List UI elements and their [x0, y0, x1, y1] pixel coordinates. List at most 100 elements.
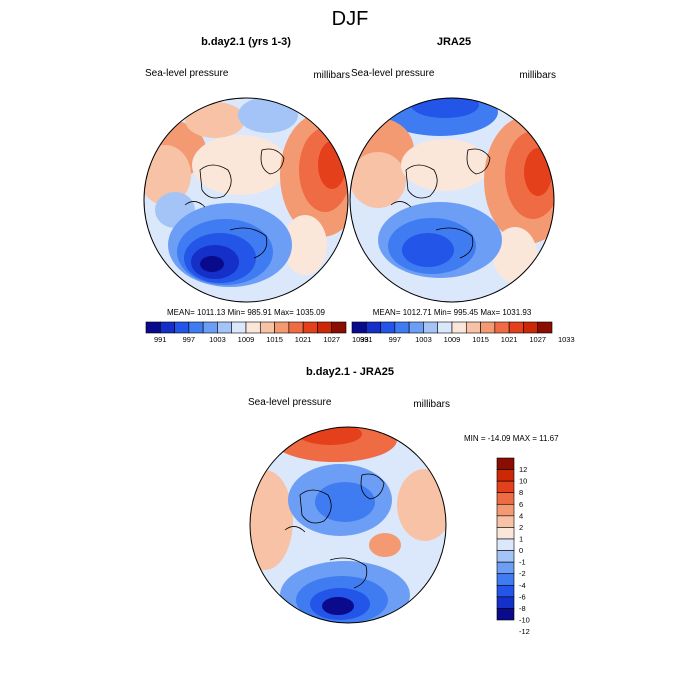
colorbar-tick-label: 1027 [529, 335, 546, 344]
panel1-left-label: Sea-level pressure [145, 68, 229, 79]
map-difference [249, 426, 447, 624]
colorbar-swatch [465, 321, 481, 334]
colorbar-swatch [351, 321, 367, 334]
colorbar-tick-label: -6 [519, 592, 526, 601]
map-difference-coastlines [284, 473, 385, 589]
panel1-title: b.day2.1 (yrs 1-3) [201, 36, 291, 48]
colorbar-tick-label: 991 [360, 335, 373, 344]
colorbar-swatch [496, 561, 515, 575]
map-difference-border [249, 426, 447, 624]
panel2-title: JRA25 [436, 36, 472, 48]
colorbar-swatch [302, 321, 318, 334]
colorbar-swatch [496, 457, 515, 470]
colorbar-swatch [174, 321, 190, 334]
panel1-stats: MEAN= 1011.13 Min= 985.91 Max= 1035.09 [167, 308, 325, 317]
colorbar-swatch [365, 321, 381, 334]
colorbar-tick-label: 1003 [209, 335, 226, 344]
panel2-stats: MEAN= 1012.71 Min= 995.45 Max= 1031.93 [372, 308, 532, 317]
colorbar-swatch [145, 321, 161, 334]
colorbar-tick-label: 1009 [238, 335, 255, 344]
colorbar-tick-label: 4 [519, 511, 523, 520]
colorbar-swatch [394, 321, 410, 334]
colorbar-tick-label: 1033 [558, 335, 575, 344]
colorbar-swatch [496, 596, 515, 609]
colorbar-model: 991 997 1003 1009 1015 1021 1027 1033 [145, 321, 369, 344]
colorbar-swatch [380, 321, 396, 334]
colorbar-swatch [408, 321, 424, 334]
colorbar-swatch [288, 321, 304, 334]
colorbar-tick-label: 1009 [444, 335, 461, 344]
colorbar-tick-label: 12 [519, 465, 527, 474]
colorbar-reanalysis: 991 997 1003 1009 1015 1021 1027 1033 [351, 321, 575, 344]
colorbar-tick-label: 1003 [415, 335, 432, 344]
colorbar-swatch [496, 527, 515, 540]
colorbar-tick-label: 991 [154, 335, 167, 344]
colorbar-tick-label: -12 [519, 627, 530, 636]
map-reanalysis-anomaly [524, 148, 552, 196]
colorbar-tick-label: -4 [519, 581, 526, 590]
map-difference-anomaly [397, 469, 446, 541]
colorbar-tick-label: 1021 [501, 335, 518, 344]
panel2-units: millibars [519, 70, 556, 81]
colorbar-tick-label: 1027 [323, 335, 340, 344]
colorbar-swatch [496, 608, 515, 621]
colorbar-swatch [496, 550, 515, 563]
map-reanalysis-coastlines [390, 148, 491, 259]
colorbar-tick-label: 997 [389, 335, 402, 344]
map-model-anomaly [200, 256, 224, 272]
colorbar-swatch [480, 321, 496, 334]
colorbar-swatch [202, 321, 218, 334]
colorbar-swatch [537, 321, 553, 334]
colorbar-tick-label: -8 [519, 604, 526, 613]
panel2-left-label: Sea-level pressure [351, 68, 435, 79]
colorbar-swatch [508, 321, 524, 334]
map-reanalysis-anomaly [350, 152, 406, 208]
panel3-stats: MIN = -14.09 MAX = 11.67 [464, 434, 559, 443]
panel3-title: b.day2.1 - JRA25 [305, 366, 395, 378]
colorbar-tick-label: 0 [519, 546, 523, 555]
colorbar-tick-label: 2 [519, 523, 523, 532]
map-reanalysis-anomaly [402, 233, 454, 267]
panel1-units: millibars [313, 70, 350, 81]
colorbar-tick-label: 10 [519, 477, 527, 486]
figure-title: DJF [331, 8, 369, 30]
colorbar-tick-label: -1 [519, 558, 526, 567]
colorbar-swatch [494, 321, 510, 334]
colorbar-swatch [245, 321, 261, 334]
colorbar-swatch [496, 573, 515, 586]
map-model-anomaly [238, 98, 298, 133]
map-model-coastlines [184, 148, 285, 259]
map-difference-anomaly [315, 482, 375, 522]
colorbar-tick-label: 1021 [295, 335, 312, 344]
panel3-left-label: Sea-level pressure [248, 397, 332, 408]
map-model-anomaly [185, 102, 245, 138]
colorbar-swatch [496, 492, 515, 505]
map-difference-anomaly [322, 597, 354, 615]
map-difference-anomaly [298, 427, 362, 445]
colorbar-swatch [423, 321, 439, 334]
map-reanalysis-anomaly [401, 139, 489, 191]
colorbar-swatch [259, 321, 275, 334]
map-difference-anomaly [369, 533, 401, 557]
colorbar-swatch [523, 321, 539, 334]
colorbar-swatch [496, 515, 515, 528]
map-reanalysis-border [349, 97, 555, 303]
colorbar-swatch [496, 503, 515, 517]
colorbar-swatch [231, 321, 247, 334]
colorbar-tick-label: -2 [519, 569, 526, 578]
colorbar-swatch [217, 321, 233, 334]
colorbar-tick-label: -10 [519, 616, 530, 625]
map-model-anomaly [283, 215, 327, 275]
colorbar-swatch [437, 321, 453, 334]
map-model-border [143, 97, 349, 303]
map-difference-anomaly [250, 470, 293, 570]
colorbar-swatch [496, 584, 515, 598]
colorbar-swatch [451, 321, 467, 334]
colorbar-tick-label: 1015 [472, 335, 489, 344]
colorbar-swatch [159, 321, 175, 334]
colorbar-swatch [274, 321, 290, 334]
colorbar-tick-label: 6 [519, 500, 523, 509]
map-model-anomaly [192, 135, 288, 195]
